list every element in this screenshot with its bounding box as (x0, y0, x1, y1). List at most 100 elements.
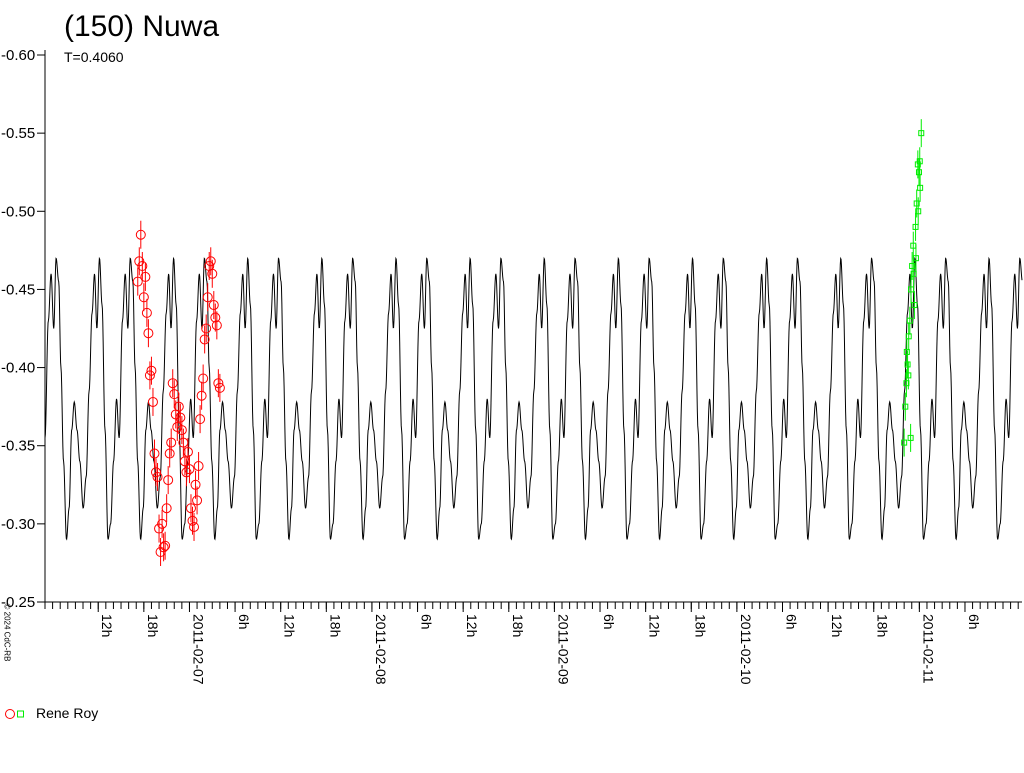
data-point-circle (207, 268, 218, 279)
y-tick-label: -0.30 (1, 516, 35, 533)
x-tick-label: 12h (282, 614, 298, 637)
y-tick-label: -0.60 (1, 47, 35, 64)
x-tick-label: 2011-02-08 (373, 614, 389, 685)
data-point-circle (135, 229, 146, 240)
data-point-circle (152, 471, 163, 482)
data-point-circle (201, 323, 212, 334)
data-point-square (912, 223, 919, 230)
data-point-square (903, 380, 910, 387)
data-point-square (917, 184, 924, 191)
chart-subtitle: T=0.4060 (64, 49, 124, 65)
x-tick-label: 18h (145, 614, 161, 637)
legend: Rene Roy (4, 703, 98, 723)
data-point-circle (196, 390, 207, 401)
x-tick-label: 2011-02-07 (190, 614, 206, 685)
data-point-circle (208, 300, 219, 311)
data-point-square (915, 208, 922, 215)
data-point-circle (199, 334, 210, 345)
data-point-circle (205, 256, 216, 267)
data-point-circle (202, 292, 213, 303)
data-point-circle (190, 479, 201, 490)
data-point-square (903, 348, 910, 355)
y-tick-label: -0.50 (1, 203, 35, 220)
data-point-circle (195, 414, 206, 425)
y-tick-label: -0.45 (1, 281, 35, 298)
data-point-circle (146, 365, 157, 376)
data-point-circle (213, 378, 224, 389)
data-point-circle (137, 260, 148, 271)
data-point-circle (143, 328, 154, 339)
data-point-circle (182, 446, 193, 457)
data-point-square (906, 317, 913, 324)
data-point-circle (187, 515, 198, 526)
data-point-circle (192, 495, 203, 506)
y-tick-label: -0.25 (1, 594, 35, 611)
y-tick-label: -0.35 (1, 438, 35, 455)
data-point-circle (157, 518, 168, 529)
data-point-circle (166, 437, 177, 448)
data-point-circle (163, 475, 174, 486)
data-point-circle (181, 467, 192, 478)
data-point-circle (138, 292, 149, 303)
x-tick-label: 18h (510, 614, 526, 637)
data-point-square (905, 372, 912, 379)
data-point-circle (175, 412, 186, 423)
data-point-circle (161, 503, 172, 514)
data-point-square (912, 255, 919, 262)
chart-title: (150) Nuwa (64, 10, 220, 43)
x-tick-label: 6h (419, 614, 435, 630)
copyright-note: © 2024 CdC-RB (2, 603, 12, 662)
data-point-circle (164, 448, 175, 459)
data-point-square (910, 270, 917, 277)
data-point-circle (141, 307, 152, 318)
x-tick-label: 12h (99, 614, 115, 637)
x-tick-label: 2011-02-10 (738, 614, 754, 685)
data-point-square (907, 286, 914, 293)
data-point-circle (132, 276, 143, 287)
data-point-square (901, 439, 908, 446)
x-tick-label: 12h (829, 614, 845, 637)
data-point-square (911, 302, 918, 309)
x-tick-label: 6h (966, 614, 982, 630)
data-point-square (905, 333, 912, 340)
data-point-circle (147, 396, 158, 407)
y-tick-label: -0.40 (1, 360, 35, 377)
x-tick-label: 12h (464, 614, 480, 637)
data-point-square (909, 262, 916, 269)
data-point-circle (184, 464, 195, 475)
data-point-circle (160, 540, 171, 551)
data-point-circle (158, 542, 169, 553)
data-point-square (907, 434, 914, 441)
legend-label: Rene Roy (36, 705, 99, 721)
data-point-circle (198, 373, 209, 384)
data-point-circle (214, 382, 225, 393)
data-point-circle (173, 401, 184, 412)
x-tick-label: 6h (236, 614, 252, 630)
x-tick-label: 6h (601, 614, 617, 630)
data-point-square (902, 403, 909, 410)
x-tick-label: 18h (327, 614, 343, 637)
data-point-circle (149, 448, 160, 459)
data-point-circle (193, 461, 204, 472)
data-point-circle (144, 370, 155, 381)
x-tick-label: 2011-02-11 (920, 614, 936, 684)
data-point-square (904, 361, 911, 368)
x-tick-label: 18h (875, 614, 891, 637)
data-point-circle (151, 467, 162, 478)
x-tick-label: 2011-02-09 (555, 614, 571, 685)
x-tick-label: 12h (647, 614, 663, 637)
data-point-square (918, 130, 925, 137)
legend-square-marker (16, 706, 30, 720)
x-tick-label: 6h (784, 614, 800, 630)
legend-circle-marker (4, 706, 18, 720)
x-tick-label: 18h (692, 614, 708, 637)
data-point-circle (140, 271, 151, 282)
data-point-square (915, 169, 922, 176)
data-point-square (914, 161, 921, 168)
data-point-square (916, 158, 923, 165)
data-point-circle (211, 320, 222, 331)
model-lightcurve (44, 256, 1023, 541)
data-point-circle (189, 521, 200, 532)
